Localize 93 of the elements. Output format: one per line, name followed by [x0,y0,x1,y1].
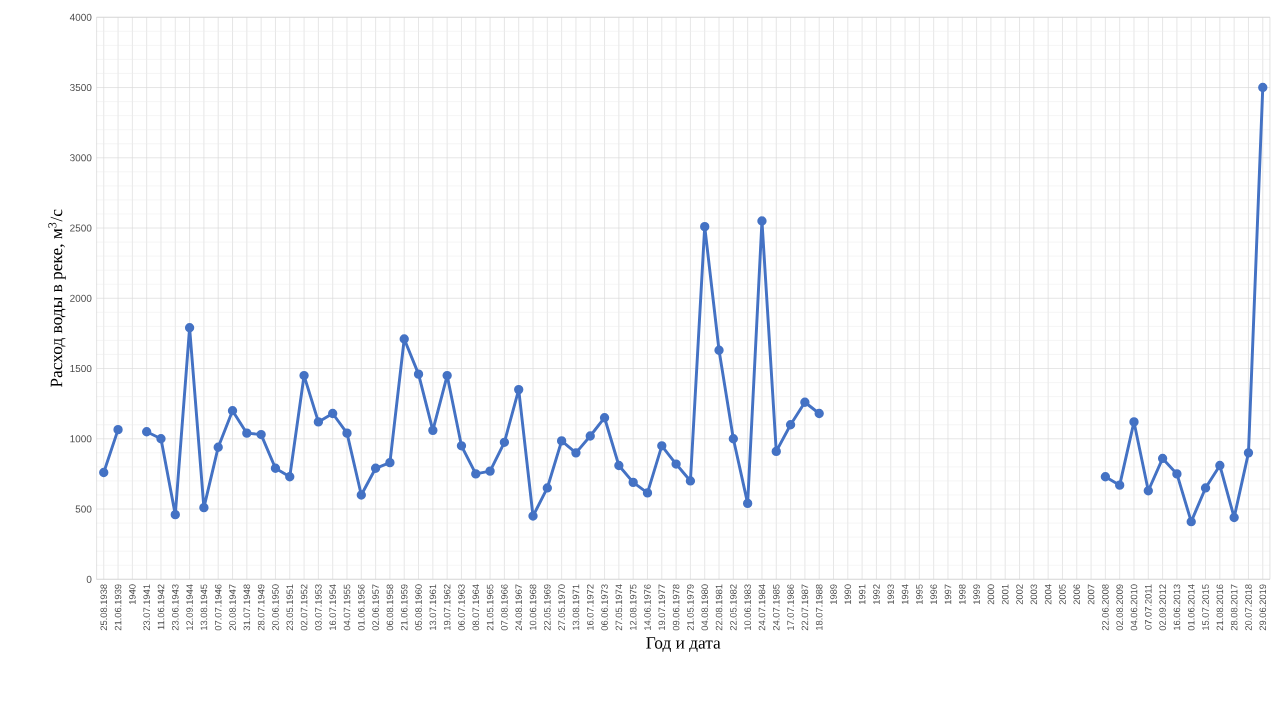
x-tick-label: 16.06.2013 [1173,584,1181,630]
x-tick-label: 29.06.2019 [1259,584,1267,631]
x-tick-label: 13.08.1971 [572,584,580,630]
y-tick-label: 0 [86,575,92,583]
x-tick-label: 20.06.1950 [272,584,279,631]
x-tick-label: 21.05.1979 [687,584,694,631]
x-tick-label: 02.06.1957 [372,584,379,631]
x-tick-label: 2003 [1030,584,1038,605]
x-tick-label: 21.08.2016 [1216,584,1224,631]
x-tick-label: 1992 [873,584,880,605]
x-tick-label: 07.08.1966 [501,584,508,631]
y-tick-label: 2500 [70,224,92,232]
x-tick-label: 08.07.1964 [472,584,480,631]
x-tick-label: 1989 [830,584,837,605]
x-tick-label: 23.07.1941 [143,584,150,631]
x-tick-label: 10.06.1983 [744,584,751,630]
x-tick-label: 15.07.2015 [1202,584,1209,630]
x-tick-label: 02.07.1952 [300,584,308,631]
x-tick-label: 04.07.1955 [343,584,351,631]
x-tick-label: 1998 [958,584,966,605]
x-tick-label: 22.05.1969 [544,584,551,631]
x-tick-label: 03.07.1953 [315,584,322,631]
x-tick-label: 22.05.1982 [730,584,737,631]
x-tick-label: 1990 [844,584,852,605]
x-tick-label: 2001 [1001,584,1009,605]
x-tick-label: 13.08.1945 [200,584,208,630]
x-tick-label: 1940 [129,584,136,605]
x-tick-label: 20.07.2018 [1245,584,1252,631]
x-tick-label: 18.07.1988 [815,584,823,630]
x-tick-label: 25.08.1938 [100,584,108,631]
x-tick-label: 20.08.1947 [229,584,236,631]
x-tick-label: 07.07.1946 [214,584,222,631]
y-tick-label: 4000 [69,13,92,21]
y-tick-label: 3000 [70,154,92,162]
x-tick-label: 2004 [1044,584,1052,605]
x-tick-label: 24.07.1984 [758,584,766,631]
x-tick-label: 27.05.1970 [558,584,565,631]
x-tick-label: 23.06.1943 [172,584,179,631]
x-tick-label: 22.08.1981 [715,584,723,631]
x-tick-label: 13.07.1961 [429,584,437,630]
x-tick-label: 1993 [887,584,895,605]
x-tick-label: 2006 [1073,584,1081,605]
x-tick-label: 28.08.2017 [1230,584,1238,631]
x-tick-label: 1996 [930,584,937,605]
x-tick-label: 21.05.1965 [486,584,494,631]
y-tick-label: 500 [75,505,92,513]
x-tick-label: 06.08.1958 [386,584,394,631]
x-tick-label: 31.07.1948 [243,584,251,631]
x-tick-label: 2002 [1016,584,1023,605]
x-tick-label: 1994 [901,584,909,605]
x-tick-label: 11.06.1942 [157,584,165,630]
x-tick-label: 2005 [1059,584,1066,605]
x-tick-label: 09.06.1978 [672,584,680,631]
x-tick-label: 28.07.1949 [257,584,265,631]
y-tick-label: 1000 [70,435,92,443]
x-tick-label: 14.06.1976 [644,584,651,630]
x-tick-label: 07.07.2011 [1145,584,1152,630]
x-tick-label: 17.07.1986 [787,584,794,630]
x-tick-label: 1991 [858,584,866,605]
x-tick-label: 19.07.1977 [658,584,666,630]
x-tick-label: 06.07.1963 [458,584,465,631]
x-tick-label: 04.08.1980 [701,584,709,631]
x-tick-label: 22.07.1987 [801,584,809,631]
y-axis-title: Расход воды в реке, м$^{3}$/с [48,209,66,388]
x-tick-label: 24.07.1985 [772,584,780,631]
y-tick-label: 1500 [70,364,92,373]
x-tick-label: 01.06.1956 [358,584,365,631]
x-tick-label: 27.05.1974 [615,584,623,631]
x-tick-label: 1999 [973,584,980,605]
x-tick-label: 01.06.2014 [1187,584,1195,631]
x-tick-label: 06.06.1973 [601,584,608,631]
x-tick-label: 1995 [916,584,923,605]
x-tick-label: 02.09.2012 [1159,584,1166,631]
x-tick-label: 2007 [1087,584,1095,605]
x-tick-label: 12.09.1944 [186,584,193,630]
y-tick-label: 2000 [70,294,92,302]
x-tick-label: 21.06.1959 [400,584,408,631]
x-tick-label: 1997 [944,584,952,605]
x-tick-label: 10.06.1968 [529,584,537,630]
x-tick-label: 24.08.1967 [515,584,522,631]
x-tick-label: 16.07.1972 [586,584,594,630]
x-tick-label: 02.08.2009 [1116,584,1123,631]
x-tick-label: 16.07.1954 [329,584,336,630]
y-tick-label: 3500 [70,83,92,92]
x-tick-label: 2000 [987,584,995,605]
x-tick-label: 23.05.1951 [286,584,294,631]
x-tick-label: 04.06.2010 [1130,584,1138,631]
x-tick-label: 22.06.2008 [1102,584,1109,631]
x-tick-label: 19.07.1962 [443,584,451,630]
x-tick-label: 21.06.1939 [114,584,122,631]
x-tick-label: 05.08.1960 [415,584,422,631]
x-tick-label: 12.08.1975 [629,584,637,630]
x-axis-title: Год и дата [646,637,721,652]
